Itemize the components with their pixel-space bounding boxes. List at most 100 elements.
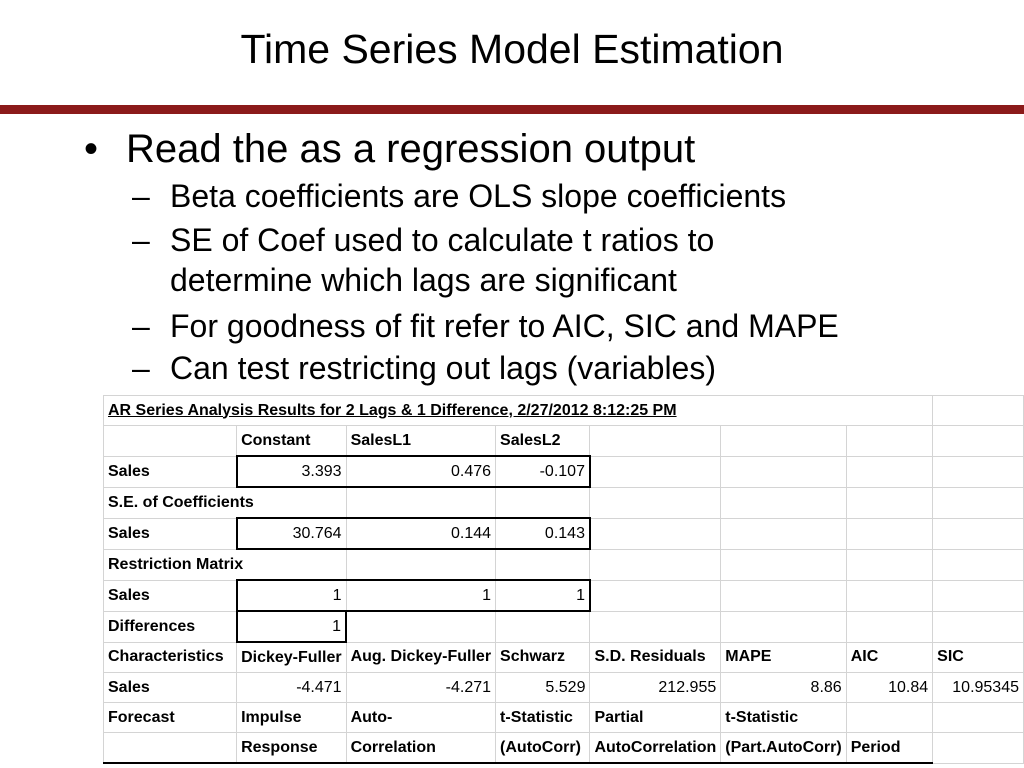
empty-cell bbox=[932, 610, 1024, 643]
header-autocorrelation: AutoCorrelation bbox=[589, 732, 722, 764]
empty-cell bbox=[932, 517, 1024, 550]
empty-cell bbox=[345, 610, 497, 643]
header-partial: Partial bbox=[589, 702, 722, 733]
table-row: Characteristics Dickey-Fuller Aug. Dicke… bbox=[102, 641, 1024, 673]
header-part-autocorr: (Part.AutoCorr) bbox=[720, 732, 847, 764]
header-correlation: Correlation bbox=[345, 732, 497, 764]
restriction-salesl1: 1 bbox=[345, 579, 497, 612]
header-aic: AIC bbox=[845, 641, 934, 673]
row-label: Restriction Matrix bbox=[103, 548, 347, 581]
row-label: S.E. of Coefficients bbox=[103, 486, 347, 519]
header-auto: Auto- bbox=[345, 702, 497, 733]
row-label: Forecast bbox=[102, 702, 238, 733]
header-response: Response bbox=[236, 732, 347, 764]
header-period: Period bbox=[845, 732, 934, 764]
sub-bullet-3: – For goodness of fit refer to AIC, SIC a… bbox=[132, 305, 839, 347]
header-impulse: Impulse bbox=[236, 702, 347, 733]
empty-cell bbox=[345, 486, 497, 519]
table-row: S.E. of Coefficients bbox=[103, 486, 1024, 519]
bullet-dot-icon: • bbox=[84, 127, 99, 171]
header-salesl2: SalesL2 bbox=[495, 425, 591, 457]
row-label: Sales bbox=[102, 672, 238, 703]
value-aug-dickey-fuller: -4.271 bbox=[345, 672, 497, 703]
row-label: Sales bbox=[102, 455, 238, 488]
header-dickey-fuller: Dickey-Fuller bbox=[236, 641, 347, 673]
empty-cell bbox=[495, 486, 591, 519]
empty-cell bbox=[345, 548, 497, 581]
header-t-statistic-partial: t-Statistic bbox=[720, 702, 847, 733]
empty-cell bbox=[720, 548, 847, 581]
table-row: Constant SalesL1 SalesL2 bbox=[102, 425, 1024, 457]
coef-constant: 3.393 bbox=[235, 455, 347, 488]
header-sd-residuals: S.D. Residuals bbox=[589, 641, 722, 673]
empty-cell bbox=[932, 425, 1024, 457]
sub-bullet-2-continuation: determine which lags are significant bbox=[170, 262, 677, 298]
bullet-main-text: Read the as a regression output bbox=[126, 127, 696, 171]
dash-icon: – bbox=[132, 178, 150, 214]
table-row: Sales 30.764 0.144 0.143 bbox=[102, 517, 1024, 550]
empty-cell bbox=[589, 425, 722, 457]
empty-cell bbox=[932, 455, 1024, 488]
empty-cell bbox=[932, 548, 1024, 581]
table-row: Sales -4.471 -4.271 5.529 212.955 8.86 1… bbox=[102, 672, 1024, 703]
sub-bullet-text: Beta coefficients are OLS slope coeffici… bbox=[170, 178, 787, 214]
sub-bullet-text: SE of Coef used to calculate t ratios to bbox=[170, 222, 715, 258]
sub-bullet-text: For goodness of fit refer to AIC, SIC an… bbox=[170, 308, 839, 344]
value-schwarz: 5.529 bbox=[495, 672, 591, 703]
header-constant: Constant bbox=[236, 425, 347, 457]
header-schwarz: Schwarz bbox=[495, 641, 591, 673]
row-label: Sales bbox=[102, 579, 238, 612]
empty-cell bbox=[589, 548, 722, 581]
se-salesl1: 0.144 bbox=[345, 517, 497, 550]
empty-cell bbox=[102, 732, 238, 764]
table-row: Response Correlation (AutoCorr) AutoCorr… bbox=[102, 732, 1024, 764]
coef-salesl2: -0.107 bbox=[495, 455, 591, 488]
dash-icon: – bbox=[132, 308, 150, 344]
empty-cell bbox=[845, 702, 934, 733]
empty-cell bbox=[102, 425, 238, 457]
empty-cell bbox=[845, 455, 934, 488]
dash-icon: – bbox=[132, 222, 150, 258]
empty-cell bbox=[845, 425, 934, 457]
empty-cell bbox=[932, 579, 1024, 612]
header-sic: SIC bbox=[932, 641, 1024, 673]
value-mape: 8.86 bbox=[720, 672, 847, 703]
sub-bullet-text: Can test restricting out lags (variables… bbox=[170, 350, 716, 386]
table-row: Sales 3.393 0.476 -0.107 bbox=[102, 455, 1024, 488]
empty-cell bbox=[720, 455, 847, 488]
empty-cell bbox=[932, 486, 1024, 519]
sub-bullet-2: – SE of Coef used to calculate t ratios t… bbox=[132, 219, 714, 261]
row-label: Sales bbox=[102, 517, 238, 550]
header-aug-dickey-fuller: Aug. Dickey-Fuller bbox=[345, 641, 497, 673]
row-label: Characteristics bbox=[102, 641, 238, 673]
se-constant: 30.764 bbox=[235, 517, 347, 550]
value-aic: 10.84 bbox=[845, 672, 934, 703]
table-row: Sales 1 1 1 bbox=[102, 579, 1024, 612]
empty-cell bbox=[845, 610, 934, 643]
empty-cell bbox=[845, 548, 934, 581]
header-t-statistic: t-Statistic bbox=[495, 702, 591, 733]
table-row: Restriction Matrix bbox=[103, 548, 1024, 581]
empty-cell bbox=[845, 517, 934, 550]
empty-cell bbox=[932, 732, 1024, 764]
header-salesl1: SalesL1 bbox=[345, 425, 497, 457]
empty-cell bbox=[932, 395, 1024, 426]
empty-cell bbox=[495, 610, 591, 643]
empty-cell bbox=[589, 455, 722, 488]
restriction-constant: 1 bbox=[235, 579, 347, 612]
row-label: Differences bbox=[102, 610, 238, 643]
empty-cell bbox=[589, 610, 722, 643]
value-dickey-fuller: -4.471 bbox=[236, 672, 347, 703]
slide-title: Time Series Model Estimation bbox=[240, 26, 784, 72]
empty-cell bbox=[720, 486, 847, 519]
table-title: AR Series Analysis Results for 2 Lags & … bbox=[102, 395, 933, 426]
empty-cell bbox=[845, 579, 934, 612]
bullet-main: • Read the as a regression output bbox=[84, 126, 695, 172]
differences-value: 1 bbox=[235, 610, 348, 643]
empty-cell bbox=[932, 702, 1024, 733]
empty-cell bbox=[589, 486, 722, 519]
restriction-salesl2: 1 bbox=[495, 579, 591, 612]
table-row: AR Series Analysis Results for 2 Lags & … bbox=[102, 395, 1024, 426]
empty-cell bbox=[495, 548, 591, 581]
ar-results-table: AR Series Analysis Results for 2 Lags & … bbox=[102, 395, 1024, 764]
